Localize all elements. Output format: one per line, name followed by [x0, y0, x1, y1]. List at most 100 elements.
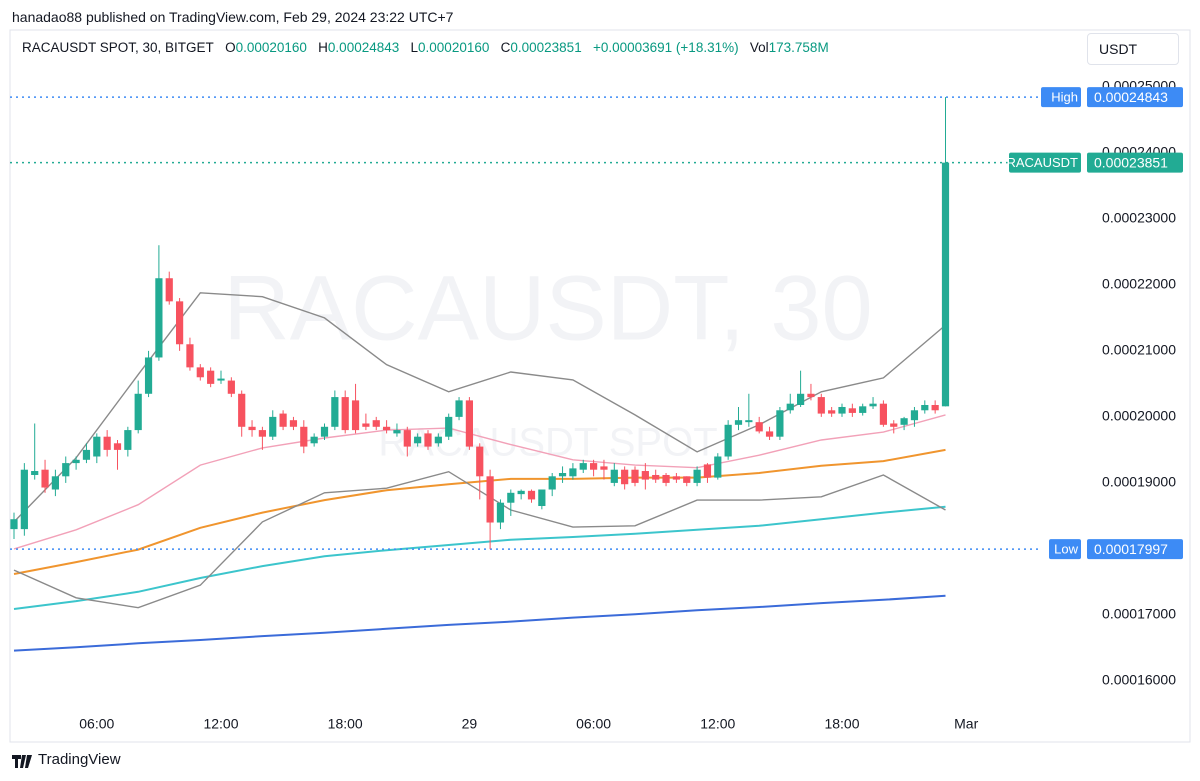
candle-body [165, 278, 173, 302]
candle-body [331, 397, 339, 427]
candle-body [362, 423, 370, 427]
candle-body [320, 426, 329, 437]
currency-button[interactable]: USDT [1087, 33, 1179, 65]
x-tick-label: 06:00 [576, 716, 611, 732]
price-value-tag [1087, 87, 1183, 108]
candle-body [921, 405, 929, 411]
candle-body [931, 405, 939, 411]
candle-body [82, 449, 91, 460]
indicator-line [13, 505, 946, 610]
y-tick-label: 0.00021000 [1102, 342, 1176, 358]
chart-frame [9, 29, 1191, 743]
candle-body [590, 463, 598, 470]
price-value-tag [1087, 539, 1183, 560]
x-tick-label: 12:00 [203, 716, 238, 732]
candle-body [517, 490, 525, 495]
candle-body [279, 413, 287, 427]
candle-body [310, 436, 318, 444]
candle-body [672, 476, 680, 480]
candle-body [103, 436, 111, 450]
price-label: High 0.00024843 [1041, 87, 1183, 108]
candle-body [776, 410, 784, 437]
candle-body [724, 424, 732, 457]
price-value-tag [1087, 152, 1183, 173]
candle-body [496, 502, 505, 523]
candle-body [703, 464, 712, 478]
candle-body [693, 469, 701, 483]
candle-body [93, 436, 101, 457]
candle-body [652, 474, 660, 480]
candle-body [72, 459, 80, 464]
candle-body [300, 426, 308, 447]
candle-body [383, 426, 391, 431]
candle-body [207, 370, 215, 384]
price-label: Low 0.00017997 [1049, 539, 1183, 560]
candle-body [414, 436, 422, 444]
price-tag-label: RACAUSDT [1006, 155, 1078, 170]
vol-label: Vol [749, 40, 769, 55]
x-tick-label: 12:00 [700, 716, 735, 732]
plot: 0.000160000.000170000.000180000.00019000… [10, 77, 1183, 732]
candle-body [797, 393, 805, 406]
candle-body [186, 344, 194, 368]
o-value: 0.00020160 [235, 40, 307, 55]
candle-body [20, 469, 28, 530]
candle-body [848, 408, 856, 413]
footer: TradingView [38, 751, 121, 768]
candle-body [41, 469, 49, 488]
candle-body [134, 393, 142, 431]
y-tick-label: 0.00022000 [1102, 276, 1176, 292]
candle-body [745, 420, 753, 423]
candle-body [351, 400, 360, 431]
price-tag-label: Low [1054, 542, 1078, 557]
candle-body [455, 400, 463, 417]
candle-body [683, 476, 691, 483]
price-value-label: 0.00024843 [1094, 89, 1168, 105]
legend: RACAUSDT SPOT, 30, BITGET O0.00020160 H0… [22, 40, 829, 55]
symbol: RACAUSDT SPOT, 30, BITGET [22, 40, 214, 55]
candle-body [527, 490, 536, 500]
candle-body [289, 420, 298, 427]
l-label: L [410, 40, 419, 55]
candle-body [227, 380, 235, 394]
logo [12, 755, 32, 768]
candle-body [238, 393, 246, 427]
candle-body [372, 420, 380, 427]
candle-body [900, 418, 908, 425]
candle-body [621, 469, 629, 485]
candle-body [817, 397, 825, 414]
x-tick-label: Mar [954, 716, 978, 732]
candle-body [538, 489, 546, 507]
candle-body [258, 430, 266, 437]
candle-body [910, 410, 919, 421]
candle-body [734, 420, 743, 425]
candle-body [941, 162, 950, 407]
candle-body [445, 416, 453, 437]
x-tick-label: 29 [462, 716, 478, 732]
candle-body [486, 476, 494, 523]
candle-body [341, 397, 349, 431]
candle-body [828, 410, 836, 414]
change: +0.00003691 (+18.31%) [592, 40, 739, 55]
candle-body [144, 357, 153, 394]
candle-body [434, 436, 442, 444]
x-tick-label: 18:00 [824, 716, 859, 732]
candle-body [113, 443, 122, 450]
candle-body [807, 393, 815, 398]
candle-body [755, 422, 763, 432]
price-value-label: 0.00023851 [1094, 154, 1168, 170]
watermark-title: RACAUSDT, 30 [223, 257, 872, 359]
candle-body [786, 403, 794, 411]
y-tick-label: 0.00017000 [1102, 606, 1176, 622]
o-label: O [225, 40, 236, 55]
candle-body [124, 430, 132, 450]
publisher: hanadao88 published on TradingView.com, … [12, 9, 454, 25]
price-tag [1009, 152, 1081, 173]
candle-body [569, 468, 577, 477]
y-tick-label: 0.00016000 [1102, 672, 1176, 688]
x-tick-label: 18:00 [328, 716, 363, 732]
candle-body [765, 431, 774, 437]
y-tick-label: 0.00020000 [1102, 408, 1176, 424]
candle-body [465, 400, 473, 447]
